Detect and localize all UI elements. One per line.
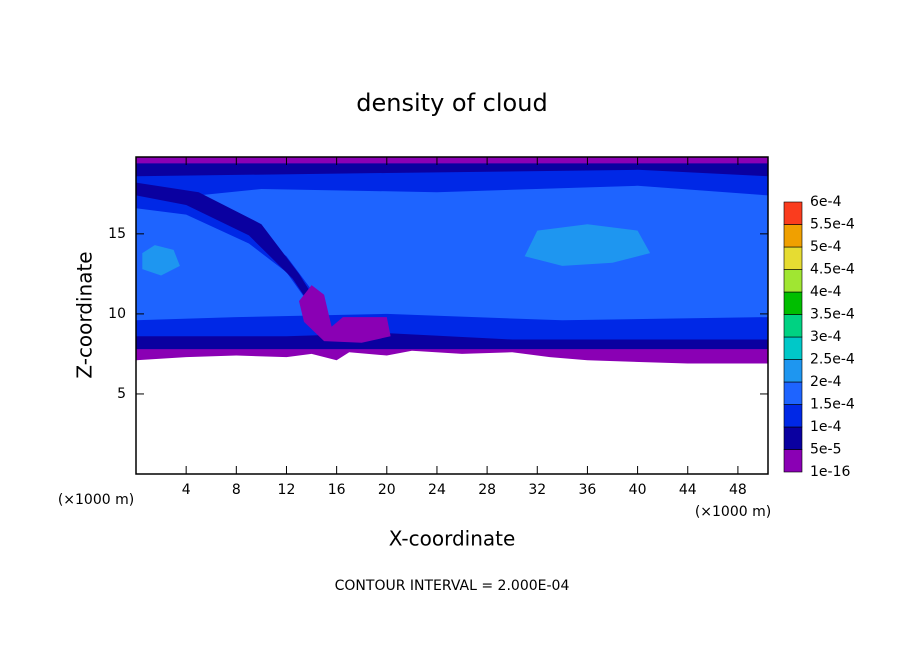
colorbar-box [783, 426, 803, 450]
colorbar-box [783, 201, 803, 225]
colorbar-box [783, 224, 803, 248]
colorbar-label: 4e-4 [810, 284, 842, 300]
x-tick-label: 40 [629, 482, 647, 498]
x-tick-label: 4 [182, 482, 191, 498]
colorbar-label: 1.5e-4 [810, 397, 855, 413]
contour-region [524, 224, 651, 266]
colorbar-label: 5e-4 [810, 239, 842, 255]
x-tick-label: 16 [328, 482, 346, 498]
contour-region [299, 285, 391, 343]
colorbar-box [783, 336, 803, 360]
contour-region [136, 192, 325, 314]
colorbar-box [783, 246, 803, 270]
x-tick-label: 12 [278, 482, 296, 498]
colorbar-label: 1e-16 [810, 464, 850, 480]
x-unit-label: (×1000 m) [58, 492, 134, 508]
colorbar-box [783, 381, 803, 405]
footer: CONTOUR INTERVAL = 2.000E-04 [335, 578, 570, 594]
colorbar-label: 3.5e-4 [810, 307, 855, 323]
field [136, 157, 768, 474]
contour-region [136, 182, 320, 311]
colorbar-box [783, 359, 803, 383]
colorbar-label: 5.5e-4 [810, 217, 855, 233]
colorbar-label: 3e-4 [810, 329, 842, 345]
contour-region [142, 245, 180, 276]
x-tick-label: 48 [729, 482, 747, 498]
x-tick-label: 24 [428, 482, 446, 498]
x-tick-label: 36 [579, 482, 597, 498]
no-data [136, 350, 768, 474]
contour-region [136, 185, 768, 321]
colorbar-label: 5e-5 [810, 442, 841, 458]
y-tick-label: 5 [117, 386, 126, 402]
x-tick-label: 32 [528, 482, 546, 498]
chart-title: density of cloud [356, 89, 547, 117]
y-axis-label: Z-coordinate [73, 251, 97, 378]
colorbar-label: 1e-4 [810, 419, 842, 435]
x-axis-label: X-coordinate [389, 527, 516, 551]
colorbar-label: 4.5e-4 [810, 262, 855, 278]
colorbar-box [783, 269, 803, 293]
x-tick-label: 28 [478, 482, 496, 498]
colorbar-box [783, 314, 803, 338]
colorbar-label: 2e-4 [810, 374, 842, 390]
y-tick-label: 10 [108, 306, 126, 322]
colorbar-label: 6e-4 [810, 194, 842, 210]
colorbar-label: 2.5e-4 [810, 352, 855, 368]
x-tick-label: 8 [232, 482, 241, 498]
colorbar-box [783, 449, 803, 473]
colorbar-box [783, 291, 803, 315]
x-tick-label: 44 [679, 482, 697, 498]
x-tick-label: 20 [378, 482, 396, 498]
axes: 4 8 12 16 20 24 28 32 36 40 44 48510151e-165e-51e-4… [108, 156, 855, 498]
y-tick-label: 15 [108, 226, 126, 242]
colorbar-box [783, 404, 803, 428]
plot-frame [135, 156, 769, 475]
x-unit-label: (×1000 m) [695, 504, 771, 520]
